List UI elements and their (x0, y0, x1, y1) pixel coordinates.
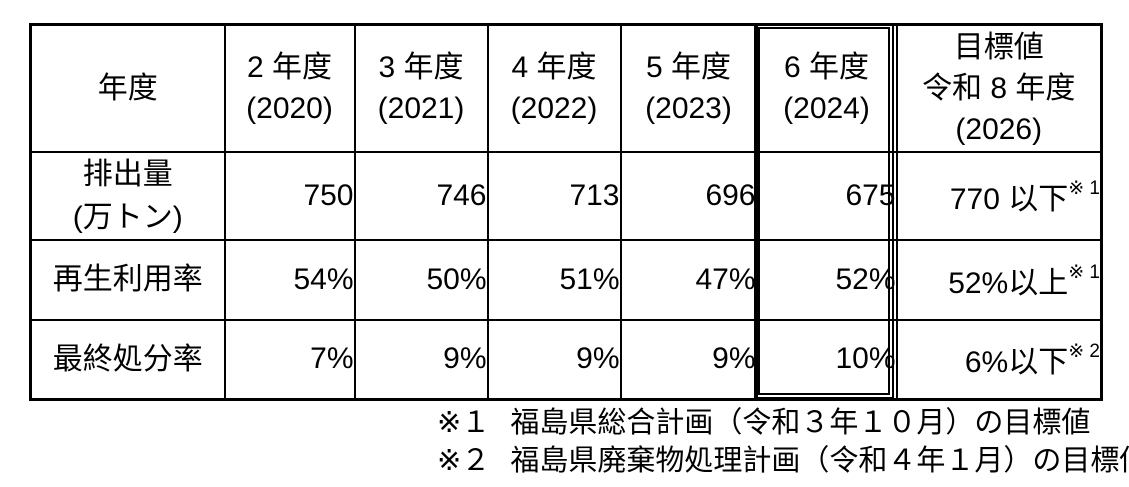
footnote-2-text: 福島県廃棄物処理計画（令和４年１月）の目標値 (510, 445, 1129, 477)
year-header-2021: 3 年度 (2021) (353, 23, 489, 153)
row-label-final-disposal-rate: 最終処分率 (29, 318, 226, 401)
value-cell: 713 (486, 150, 622, 241)
year-header-line2: (2021) (377, 92, 465, 126)
waste-stats-table: 年度 2 年度 (2020) 3 年度 (2021) 4 年度 (2022) (29, 23, 1103, 401)
value-cell: 50% (353, 238, 489, 321)
year-header-2023: 5 年度 (2023) (619, 23, 758, 153)
target-cell-final-disposal-rate: 6%以下※ 2 (895, 318, 1103, 401)
corner-label: 年度 (97, 71, 158, 105)
target-value: 52%以上 (948, 266, 1069, 300)
value-cell: 47% (619, 238, 758, 321)
footnote-1-marker: ※１ (437, 407, 491, 439)
footnote-ref-superscript: ※ 1 (1068, 177, 1100, 199)
value-cell-highlighted: 52% (755, 238, 898, 321)
footnote-ref-superscript: ※ 1 (1068, 261, 1100, 283)
footnote-ref-superscript: ※ 2 (1068, 341, 1100, 363)
year-header-2020: 2 年度 (2020) (223, 23, 356, 153)
target-value: 770 以下 (949, 182, 1069, 216)
value-cell: 9% (619, 318, 758, 401)
value-cell-highlighted: 10% (755, 318, 898, 401)
target-header-2026: 目標値 令和 8 年度 (2026) (895, 23, 1103, 153)
value-cell: 54% (223, 238, 356, 321)
value-cell: 7% (223, 318, 356, 401)
year-header-line2: (2024) (783, 92, 870, 126)
row-label-emissions: 排出量 (万トン) (29, 150, 226, 241)
year-header-line1: 4 年度 (511, 51, 597, 85)
value-cell: 696 (619, 150, 758, 241)
year-header-line1: 5 年度 (645, 51, 732, 85)
footnote-1-text: 福島県総合計画（令和３年１０月）の目標値 (510, 407, 1091, 439)
row-label-line2: (万トン) (72, 200, 183, 234)
value-cell: 9% (353, 318, 489, 401)
row-label-line1: 再生利用率 (52, 263, 203, 296)
corner-cell-year: 年度 (29, 23, 226, 153)
year-header-2022: 4 年度 (2022) (486, 23, 622, 153)
target-cell-recycling-rate: 52%以上※ 1 (895, 238, 1103, 321)
table-row-final-disposal-rate: 最終処分率 7% 9% 9% 9% 10% 6%以下※ 2 (29, 318, 1103, 401)
year-header-line2: (2022) (510, 92, 598, 126)
target-value: 6%以下 (964, 346, 1069, 380)
value-cell: 746 (353, 150, 489, 241)
target-header-line2: 令和 8 年度 (922, 71, 1076, 105)
row-label-line1: 排出量 (82, 157, 173, 191)
year-header-line1: 3 年度 (378, 51, 464, 85)
value-cell-highlighted: 675 (755, 150, 898, 241)
year-header-line1: 6 年度 (783, 51, 870, 85)
footnote-1: ※１ 福島県総合計画（令和３年１０月）の目標値 (437, 404, 1129, 442)
value-cell: 750 (223, 150, 356, 241)
target-cell-emissions: 770 以下※ 1 (895, 150, 1103, 241)
year-header-line1: 2 年度 (246, 51, 333, 85)
year-header-2024-highlighted: 6 年度 (2024) (755, 23, 898, 153)
footnote-2-marker: ※２ (437, 445, 491, 477)
target-header-line1: 目標値 (953, 30, 1044, 64)
row-label-line1: 最終処分率 (52, 342, 203, 376)
row-label-recycling-rate: 再生利用率 (29, 238, 226, 321)
value-cell: 9% (486, 318, 622, 401)
footnote-2: ※２ 福島県廃棄物処理計画（令和４年１月）の目標値 (437, 442, 1129, 480)
year-header-line2: (2023) (645, 92, 732, 126)
table-row-emissions: 排出量 (万トン) 750 746 713 696 675 770 以下※ 1 (29, 150, 1103, 241)
table-row-recycling-rate: 再生利用率 54% 50% 51% 47% 52% 52%以上※ 1 (29, 238, 1103, 321)
year-header-line2: (2020) (246, 92, 333, 126)
target-header-line3: (2026) (955, 112, 1043, 146)
footnotes: ※１ 福島県総合計画（令和３年１０月）の目標値 ※２ 福島県廃棄物処理計画（令和４年… (437, 404, 1129, 480)
header-row: 年度 2 年度 (2020) 3 年度 (2021) 4 年度 (2022) (29, 23, 1103, 153)
waste-stats-table-wrap: 年度 2 年度 (2020) 3 年度 (2021) 4 年度 (2022) (29, 23, 1103, 401)
value-cell: 51% (486, 238, 622, 321)
